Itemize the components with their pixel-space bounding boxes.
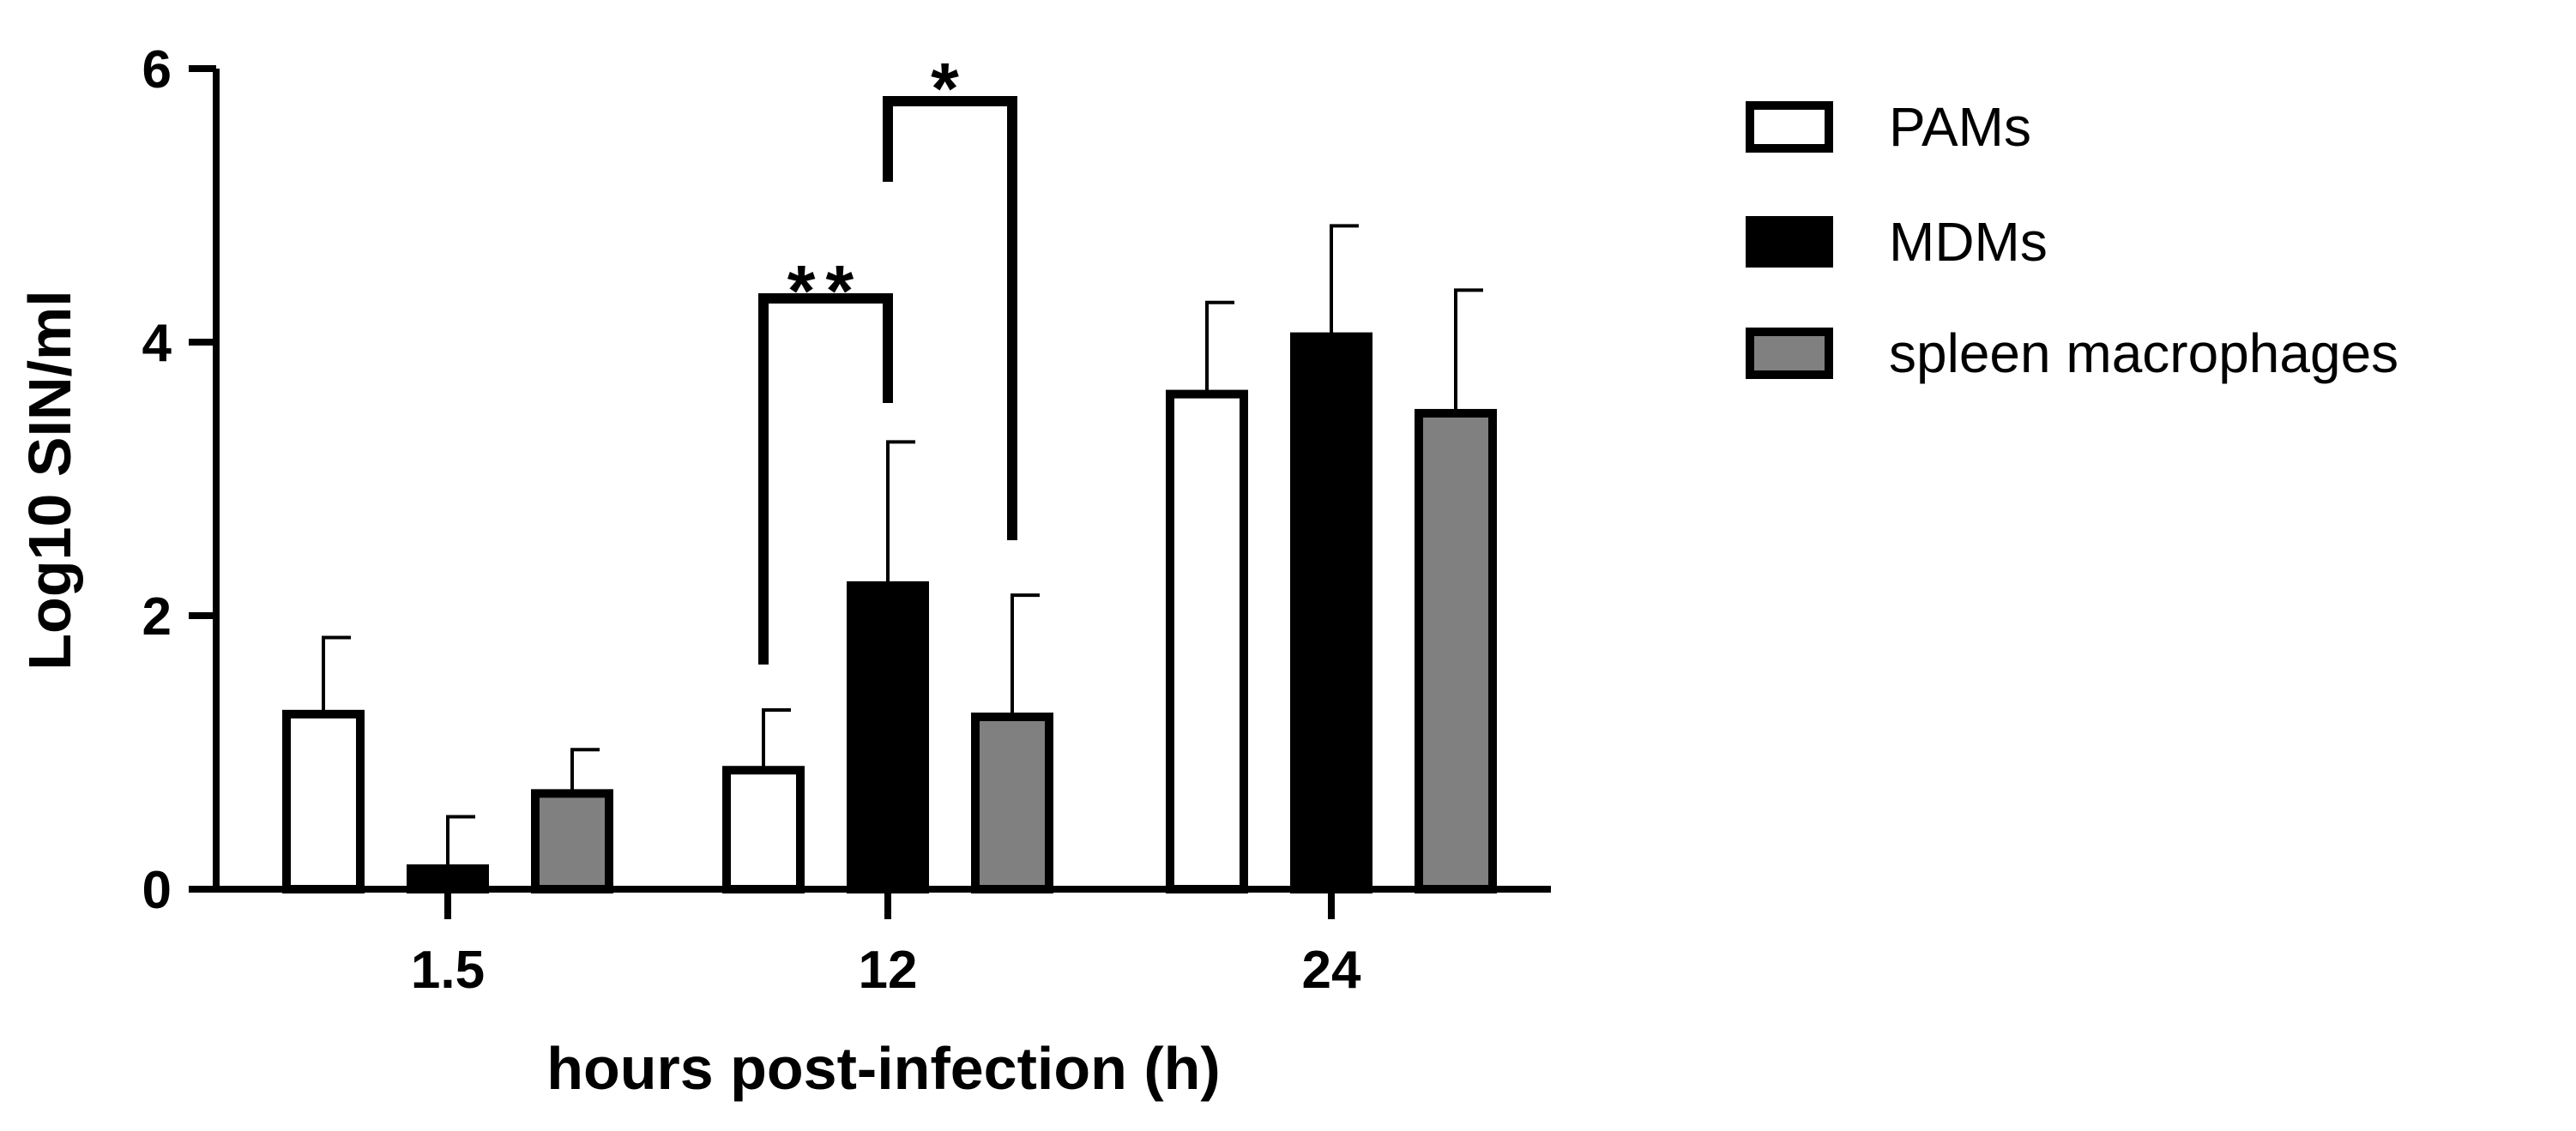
- x-tick-label: 12: [859, 941, 918, 1000]
- x-axis-title: hours post-infection (h): [546, 1035, 1220, 1102]
- significance-brackets: ***: [758, 48, 1017, 665]
- y-tick-label: 4: [142, 314, 172, 373]
- legend: PAMs MDMs spleen macrophages: [1746, 96, 2398, 384]
- legend-label: PAMs: [1889, 96, 2031, 158]
- y-ticks: 0 2 4 6: [142, 40, 216, 920]
- y-tick-label: 2: [142, 587, 172, 647]
- y-tick-label: 0: [142, 861, 172, 920]
- legend-swatch: [1746, 216, 1833, 268]
- legend-label: MDMs: [1889, 211, 2048, 273]
- legend-label: spleen macrophages: [1889, 322, 2398, 384]
- legend-swatch: [1746, 328, 1833, 379]
- bar-spleen-macrophages: [971, 713, 1053, 894]
- bar-pams: [722, 766, 805, 893]
- error-bars: [322, 224, 1483, 869]
- y-axis-title: Log10 SIN/ml: [16, 290, 83, 670]
- bar-pams: [282, 709, 365, 894]
- bar-pams: [1166, 389, 1248, 893]
- y-tick-label: 6: [142, 40, 172, 99]
- x-tick-label: 1.5: [411, 941, 485, 1000]
- significance-label: **: [787, 250, 864, 331]
- significance-bracket: [883, 96, 1017, 540]
- x-tick-label: 24: [1302, 941, 1361, 1000]
- bar-spleen-macrophages: [531, 789, 613, 893]
- bar-mdms: [1290, 332, 1372, 893]
- legend-swatch: [1746, 101, 1833, 153]
- bars: [282, 332, 1497, 894]
- significance-label: *: [931, 48, 969, 129]
- significance-bracket: [758, 293, 893, 665]
- bar-mdms: [847, 581, 929, 893]
- bar-spleen-macrophages: [1415, 408, 1497, 893]
- x-ticks: 1.5 12 24: [411, 889, 1361, 1000]
